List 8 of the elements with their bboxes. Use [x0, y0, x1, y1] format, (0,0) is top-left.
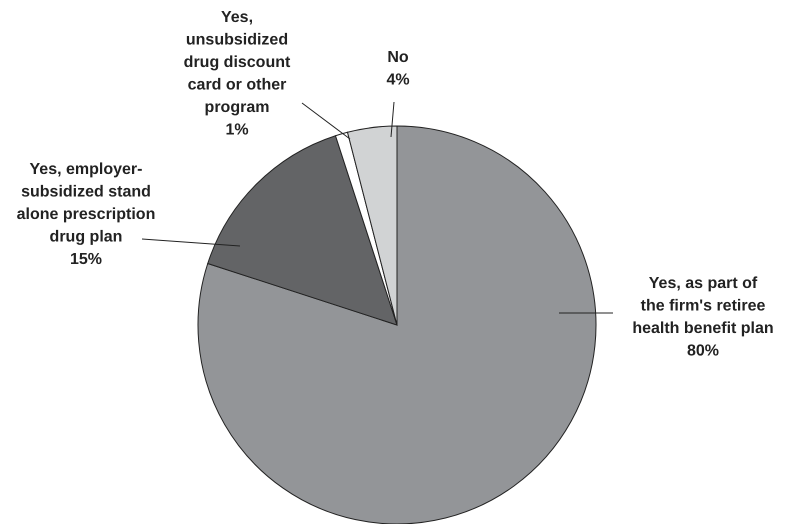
slice-label: Yes, as part of the firm's retiree health benefit plan: [632, 275, 774, 337]
data-label: 1%: [225, 122, 249, 138]
data-label: 80%: [686, 342, 720, 360]
slice-label: Yes, unsubsidized drug discount card or other program: [184, 9, 291, 116]
slice-label: Yes, employer-subsidized stand alone prescription drug plan: [16, 161, 156, 246]
data-label: 15%: [70, 251, 102, 268]
data-label: 4%: [386, 72, 410, 88]
slice-label: No: [387, 49, 409, 66]
